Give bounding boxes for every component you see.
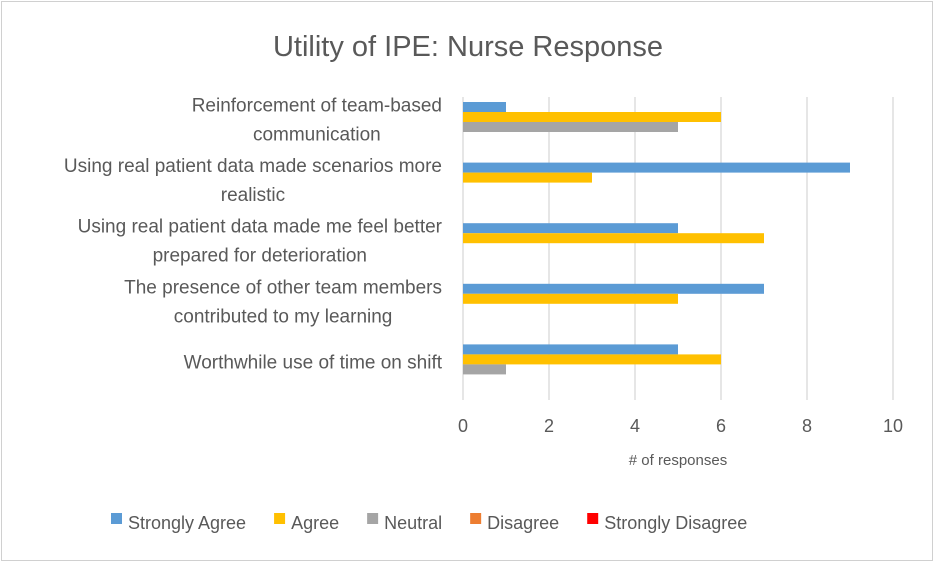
category-label-3-line-1: contributed to my learning xyxy=(174,306,393,327)
legend-swatch-0 xyxy=(111,513,122,524)
legend: Strongly Agree Agree Neutral Disagree Strong… xyxy=(111,513,747,533)
legend-swatch-2 xyxy=(367,513,379,524)
bar-agree-1 xyxy=(463,172,592,183)
legend-label-4: Strongly Disagree xyxy=(604,513,747,533)
legend-swatch-1 xyxy=(274,513,286,524)
bar-strongly-agree-4 xyxy=(463,344,678,355)
chart-title: Utility of IPE: Nurse Response xyxy=(273,31,663,63)
legend-label-1: Agree xyxy=(291,513,339,533)
category-label-1-line-1: realistic xyxy=(221,185,285,206)
legend-label-2: Neutral xyxy=(384,513,442,533)
legend-swatch-3 xyxy=(470,513,482,524)
x-axis-title: # of responses xyxy=(629,452,727,469)
category-label-2-line-1: prepared for deterioration xyxy=(153,246,367,267)
legend-label-3: Disagree xyxy=(487,513,559,533)
bar-agree-3 xyxy=(463,293,678,304)
category-label-3-line-0: The presence of other team members xyxy=(124,277,442,298)
category-label-1-line-0: Using real patient data made scenarios m… xyxy=(64,156,442,177)
x-tick-label-1: 2 xyxy=(544,416,554,436)
x-tick-label-3: 6 xyxy=(716,416,726,436)
x-tick-label-5: 10 xyxy=(883,416,903,436)
x-tick-labels: 0 2 4 6 8 10 xyxy=(458,416,903,436)
bar-neutral-0 xyxy=(463,122,678,132)
bar-agree-4 xyxy=(463,354,721,365)
bar-strongly-agree-0 xyxy=(463,102,506,112)
legend-swatch-4 xyxy=(587,513,599,524)
x-tick-label-4: 8 xyxy=(802,416,812,436)
category-label-2-line-0: Using real patient data made me feel bet… xyxy=(78,217,443,238)
bar-agree-2 xyxy=(463,233,764,244)
bars xyxy=(463,102,850,375)
category-label-0-line-1: communication xyxy=(253,125,381,146)
category-label-0-line-0: Reinforcement of team-based xyxy=(192,96,442,117)
x-tick-label-0: 0 xyxy=(458,416,468,436)
bar-strongly-agree-3 xyxy=(463,283,764,294)
x-tick-label-2: 4 xyxy=(630,416,640,436)
bar-strongly-agree-1 xyxy=(463,162,850,173)
category-label-4-line-0: Worthwhile use of time on shift xyxy=(184,352,443,373)
bar-agree-0 xyxy=(463,112,721,122)
bar-strongly-agree-2 xyxy=(463,223,678,234)
legend-label-0: Strongly Agree xyxy=(128,513,246,533)
category-labels: Reinforcement of team-based communication… xyxy=(64,96,443,374)
bar-neutral-4 xyxy=(463,364,506,375)
